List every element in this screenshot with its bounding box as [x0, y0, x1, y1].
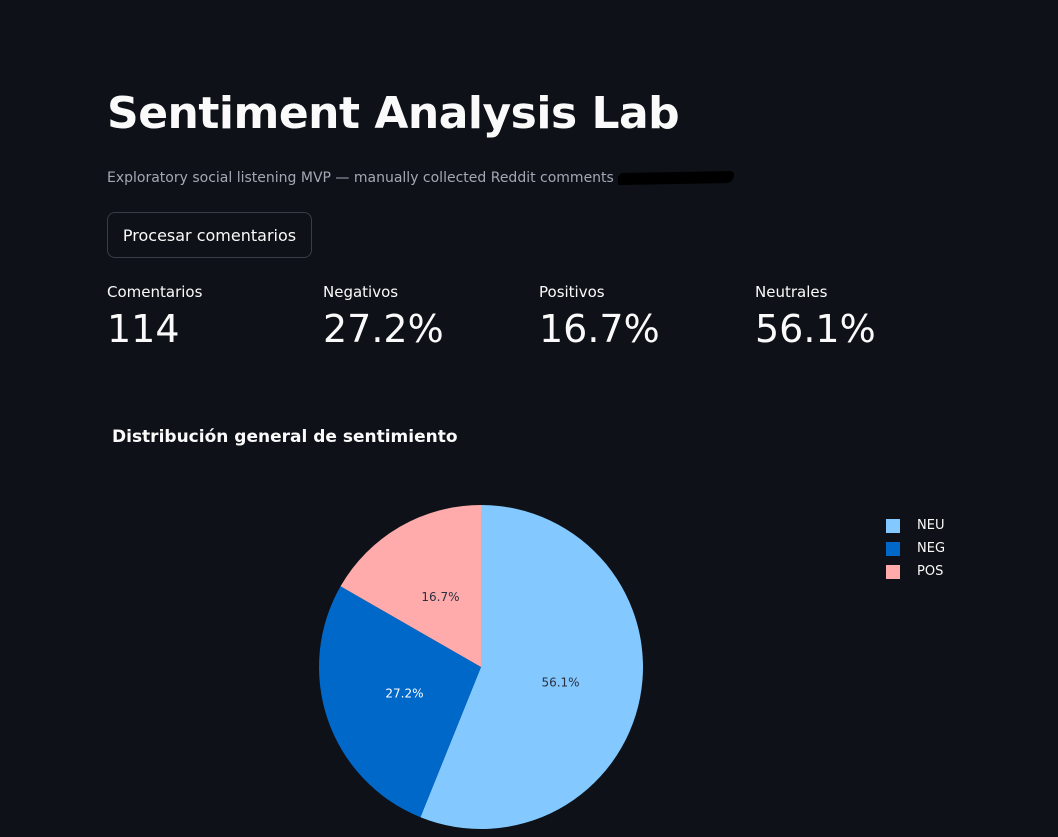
pie-slice-neg[interactable] [318, 586, 481, 818]
metric-value: 27.2% [323, 307, 444, 351]
metric-value: 56.1% [755, 307, 876, 351]
legend-swatch [886, 541, 900, 556]
pie-label-neu: 56.1% [541, 675, 579, 689]
chart-legend: NEU NEG POS [886, 514, 945, 583]
process-comments-button[interactable]: Procesar comentarios [107, 212, 312, 258]
metric-comments: Comentarios 114 [107, 283, 323, 351]
metric-negative: Negativos 27.2% [323, 283, 539, 351]
metric-label: Negativos [323, 283, 399, 301]
metric-value: 16.7% [539, 307, 660, 351]
legend-label: NEG [917, 541, 946, 556]
legend-item-neg[interactable]: NEG [886, 537, 945, 560]
metrics-row: Comentarios 114 Negativos 27.2% Positivo… [107, 283, 971, 351]
pie-label-neg: 27.2% [385, 686, 423, 700]
pie-slice-pos[interactable] [340, 505, 481, 667]
legend-label: NEU [917, 518, 945, 533]
legend-swatch [886, 518, 900, 533]
legend-item-neu[interactable]: NEU [886, 514, 945, 537]
redaction-mark [617, 170, 734, 186]
metric-neutral: Neutrales 56.1% [755, 283, 971, 351]
metric-label: Comentarios [107, 283, 203, 301]
page-subtitle: Exploratory social listening MVP — manua… [107, 170, 734, 186]
pie-slice-neu[interactable] [420, 505, 643, 829]
legend-label: POS [917, 564, 944, 579]
metric-label: Neutrales [755, 283, 828, 301]
legend-item-pos[interactable]: POS [886, 560, 945, 583]
metric-positive: Positivos 16.7% [539, 283, 755, 351]
metric-value: 114 [107, 307, 180, 351]
pie-label-pos: 16.7% [421, 590, 459, 604]
page-title: Sentiment Analysis Lab [107, 88, 680, 139]
metric-label: Positivos [539, 283, 605, 301]
chart-title: Distribución general de sentimiento [112, 427, 458, 447]
legend-swatch [886, 564, 900, 579]
subtitle-text: Exploratory social listening MVP — manua… [107, 170, 614, 186]
